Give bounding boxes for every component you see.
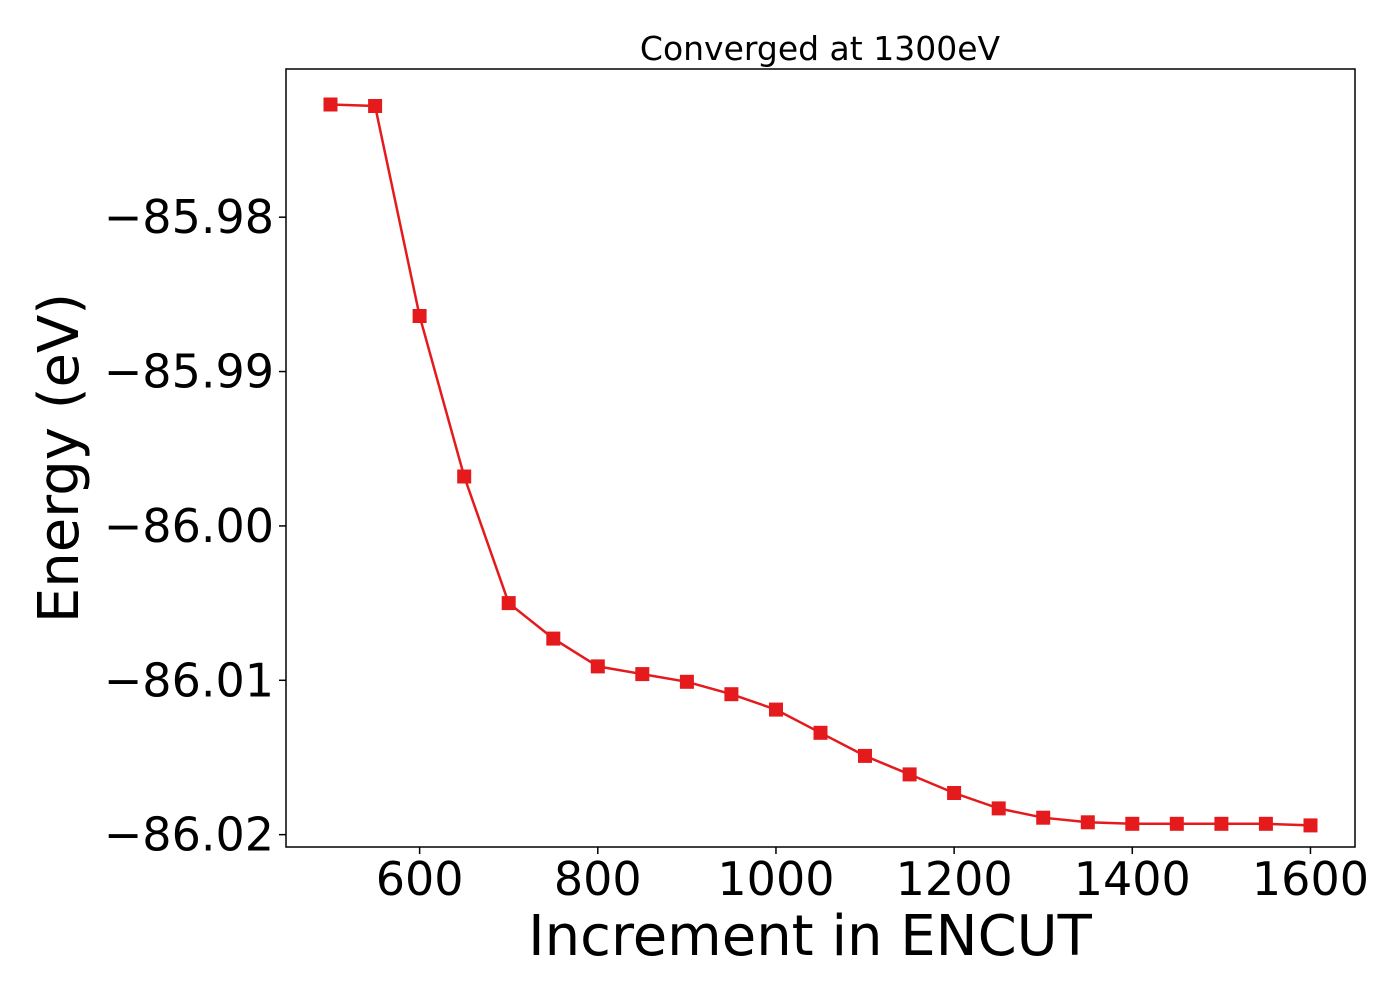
data-point xyxy=(769,702,783,717)
data-point xyxy=(1080,815,1095,830)
y-tick-label: −86.00 xyxy=(104,499,274,553)
data-point xyxy=(724,687,739,702)
series-line xyxy=(330,103,1311,827)
data-point xyxy=(635,667,650,682)
x-tick-label: 1200 xyxy=(896,852,1013,906)
y-tick-label: −85.99 xyxy=(104,345,274,399)
x-tick-label: 800 xyxy=(554,852,642,906)
y-axis: −85.98 −85.99 −86.00 −86.01 −86.02 xyxy=(104,190,286,862)
y-tick-label: −86.01 xyxy=(104,653,274,707)
y-axis-label: Energy (eV) xyxy=(27,293,92,623)
data-point xyxy=(501,596,516,611)
data-point xyxy=(902,767,917,782)
data-point xyxy=(991,801,1006,816)
data-point xyxy=(947,786,962,800)
data-point xyxy=(412,309,427,323)
x-tick-label: 1000 xyxy=(717,852,834,906)
data-point xyxy=(368,99,383,113)
data-point xyxy=(1303,818,1318,833)
data-point xyxy=(679,674,694,689)
data-point xyxy=(1258,816,1273,831)
data-point xyxy=(1036,810,1051,825)
x-axis-label: Increment in ENCUT xyxy=(528,904,1093,969)
data-point xyxy=(1214,816,1229,831)
data-point xyxy=(858,748,872,763)
data-point xyxy=(813,725,828,740)
chart-title: Converged at 1300eV xyxy=(640,29,1001,68)
data-point xyxy=(457,469,472,484)
data-point xyxy=(546,631,561,646)
plot-frame xyxy=(285,68,1356,848)
x-tick-label: 600 xyxy=(376,852,464,906)
data-point xyxy=(1169,816,1184,831)
data-point xyxy=(323,97,338,112)
x-tick-label: 1400 xyxy=(1074,852,1191,906)
data-point xyxy=(590,659,605,674)
y-tick-label: −86.02 xyxy=(104,808,274,862)
y-tick-label: −85.98 xyxy=(104,190,274,244)
plot-area xyxy=(323,97,1318,833)
x-tick-label: 1600 xyxy=(1252,852,1369,906)
data-point xyxy=(1125,816,1140,831)
x-axis: 600 800 1000 1200 1400 1600 xyxy=(376,847,1369,906)
